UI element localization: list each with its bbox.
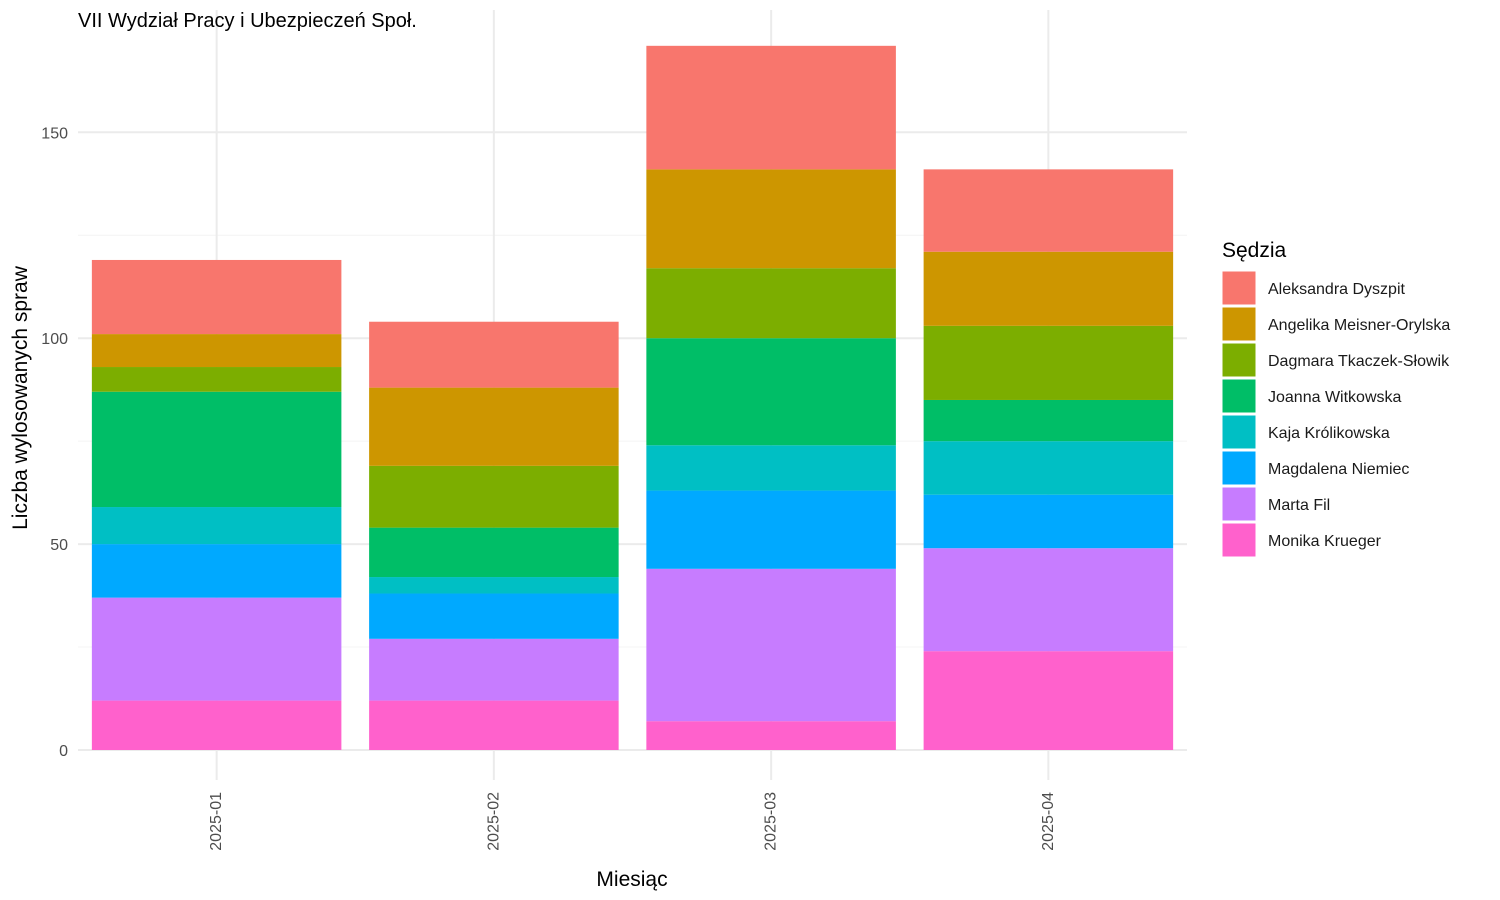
legend-label: Joanna Witkowska	[1268, 389, 1401, 406]
legend-title: Sędzia	[1222, 239, 1287, 262]
x-axis-title: Miesiąc	[596, 868, 667, 891]
y-tick-label: 100	[41, 331, 68, 348]
y-tick-label: 150	[41, 125, 68, 142]
legend-label: Monika Krueger	[1268, 533, 1382, 550]
legend-label: Magdalena Niemiec	[1268, 461, 1409, 478]
legend-swatch	[1221, 306, 1257, 342]
y-axis-title: Liczba wylosowanych spraw	[9, 265, 32, 530]
bar-segment	[646, 445, 896, 491]
legend-swatch	[1221, 522, 1257, 558]
bar-segment	[646, 490, 896, 569]
bar-segment	[923, 548, 1174, 652]
legend-label: Angelika Meisner-Orylska	[1268, 317, 1450, 334]
bar-segment	[91, 597, 342, 701]
bar-segment	[646, 338, 896, 446]
bar-segment	[91, 544, 342, 598]
x-tick-label: 2025-02	[485, 792, 502, 851]
bar-segment	[91, 334, 342, 368]
x-tick-label: 2025-04	[1040, 792, 1057, 851]
legend-label: Aleksandra Dyszpit	[1268, 281, 1406, 298]
bar-segment	[646, 268, 896, 339]
bar-segment	[369, 321, 619, 388]
x-tick-label: 2025-03	[763, 792, 780, 851]
bar-segment	[646, 721, 896, 750]
legend: Sędzia Aleksandra Dyszpit Angelika Meisne…	[1221, 239, 1450, 558]
bar-segment	[646, 169, 896, 269]
bar-segment	[369, 527, 619, 578]
legend-swatch	[1221, 270, 1257, 306]
bar-segment	[923, 169, 1174, 252]
bar-segment	[923, 651, 1174, 750]
legend-label: Dagmara Tkaczek-Słowik	[1268, 353, 1450, 370]
x-axis-ticks: 2025-01 2025-02 2025-03 2025-04	[208, 792, 1057, 851]
y-tick-label: 50	[50, 537, 68, 554]
bar-segment	[91, 367, 342, 392]
bar-segment	[91, 507, 342, 545]
bar-segment	[923, 251, 1174, 326]
bar-segment	[646, 568, 896, 722]
y-tick-label: 0	[59, 743, 68, 760]
legend-swatch	[1221, 486, 1257, 522]
legend-swatch	[1221, 450, 1257, 486]
bar-segment	[369, 638, 619, 701]
bar-segment	[369, 700, 619, 750]
bar-segment	[91, 259, 342, 335]
legend-swatch	[1221, 414, 1257, 450]
bar-segment	[923, 325, 1174, 400]
bar-segment	[923, 399, 1174, 442]
x-tick-label: 2025-01	[208, 792, 225, 851]
bar-segment	[369, 577, 619, 594]
bar-segment	[91, 391, 342, 508]
bar-segment	[923, 441, 1174, 495]
bar-segment	[646, 45, 896, 170]
legend-label: Kaja Królikowska	[1268, 425, 1390, 442]
legend-label: Marta Fil	[1268, 497, 1330, 514]
legend-swatch	[1221, 378, 1257, 414]
bar-segment	[923, 494, 1174, 549]
bar-segment	[91, 700, 342, 750]
y-axis-ticks: 0 50 100 150	[41, 125, 68, 760]
bars	[91, 45, 1174, 750]
chart-title: VII Wydział Pracy i Ubezpieczeń Społ.	[78, 10, 417, 32]
bar-segment	[369, 387, 619, 466]
legend-swatch	[1221, 342, 1257, 378]
bar-segment	[369, 465, 619, 528]
bar-segment	[369, 593, 619, 639]
